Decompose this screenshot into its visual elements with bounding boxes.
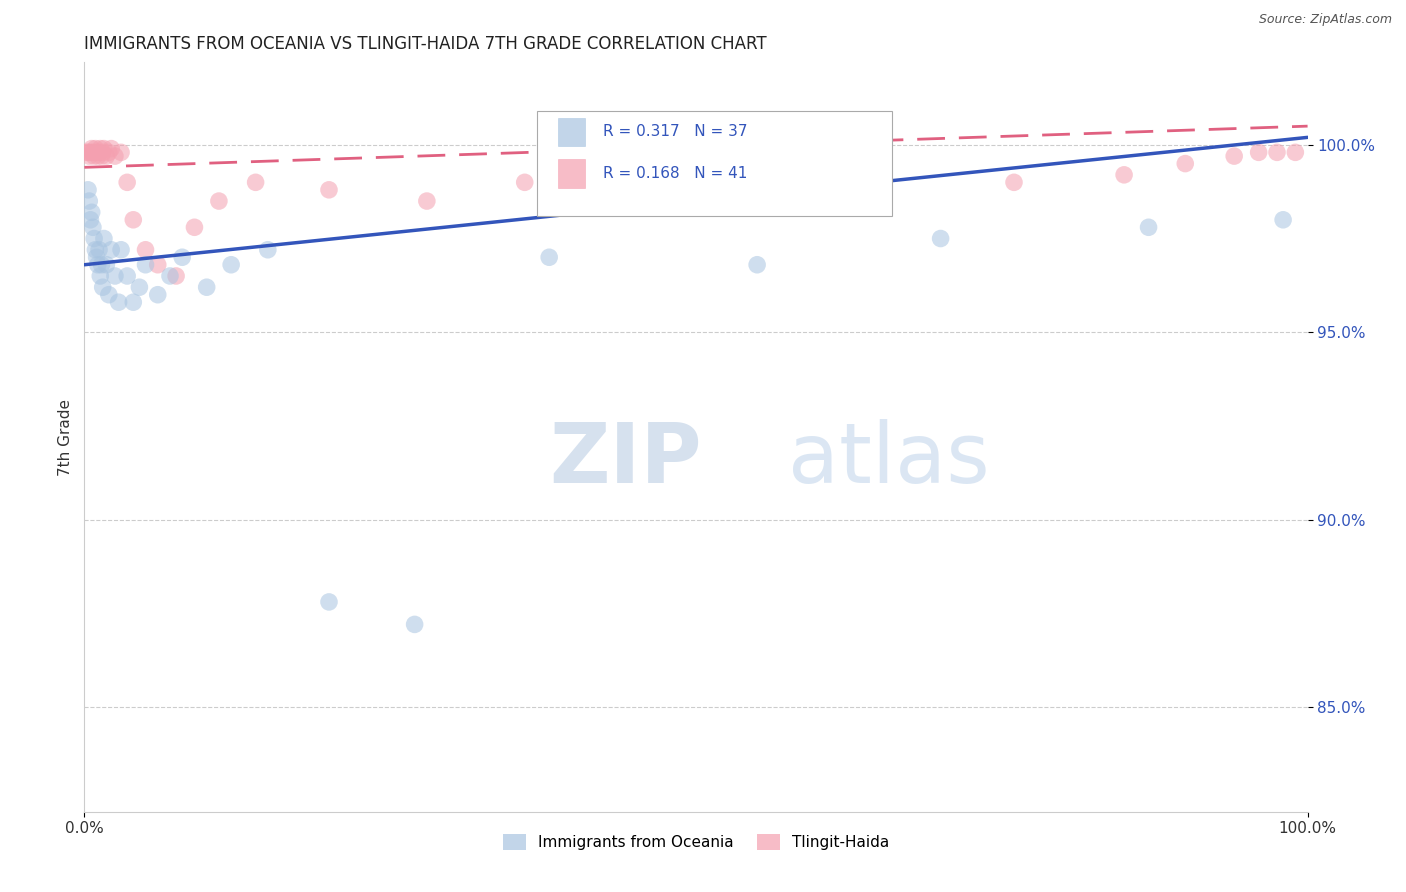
Point — [97, 145, 120, 160]
Point — [318, 183, 340, 197]
Point — [195, 280, 218, 294]
Point — [87, 149, 110, 163]
Point — [135, 243, 157, 257]
Point — [76, 145, 98, 160]
Point — [91, 145, 114, 160]
Point — [90, 149, 112, 163]
Point — [146, 287, 169, 301]
Point — [87, 145, 110, 160]
Point — [747, 258, 769, 272]
Point — [79, 212, 101, 227]
Point — [122, 295, 145, 310]
Text: Source: ZipAtlas.com: Source: ZipAtlas.com — [1258, 13, 1392, 27]
Point — [122, 212, 145, 227]
Point — [219, 258, 242, 272]
Point — [165, 268, 187, 283]
Point — [83, 231, 105, 245]
Y-axis label: 7th Grade: 7th Grade — [58, 399, 73, 475]
Point — [159, 268, 181, 283]
Point — [87, 243, 110, 257]
Point — [77, 183, 100, 197]
FancyBboxPatch shape — [537, 112, 891, 216]
Point — [93, 142, 115, 156]
Point — [84, 243, 107, 257]
Point — [172, 250, 194, 264]
FancyBboxPatch shape — [558, 118, 585, 146]
Point — [599, 183, 621, 197]
Point — [245, 175, 267, 189]
Point — [404, 617, 426, 632]
Point — [183, 220, 205, 235]
Point — [82, 145, 104, 160]
Text: IMMIGRANTS FROM OCEANIA VS TLINGIT-HAIDA 7TH GRADE CORRELATION CHART: IMMIGRANTS FROM OCEANIA VS TLINGIT-HAIDA… — [84, 35, 768, 53]
Point — [80, 142, 103, 156]
Point — [146, 258, 169, 272]
Point — [104, 268, 127, 283]
Text: atlas: atlas — [787, 419, 990, 500]
Point — [1272, 212, 1295, 227]
Point — [1265, 145, 1288, 160]
Point — [93, 231, 115, 245]
Point — [86, 250, 108, 264]
Point — [100, 142, 122, 156]
Point — [1114, 168, 1136, 182]
Point — [1174, 156, 1197, 170]
Point — [929, 231, 952, 245]
Point — [257, 243, 280, 257]
Point — [96, 258, 118, 272]
Point — [89, 268, 111, 283]
Text: R = 0.168   N = 41: R = 0.168 N = 41 — [603, 166, 748, 181]
Point — [115, 175, 138, 189]
Point — [1247, 145, 1270, 160]
Point — [318, 595, 340, 609]
Point — [87, 258, 110, 272]
Point — [416, 194, 439, 208]
Point — [1284, 145, 1306, 160]
Point — [100, 243, 122, 257]
Point — [110, 145, 132, 160]
Point — [1137, 220, 1160, 235]
Point — [110, 243, 132, 257]
Point — [77, 149, 100, 163]
Point — [208, 194, 231, 208]
Point — [538, 250, 561, 264]
Point — [77, 145, 100, 160]
FancyBboxPatch shape — [558, 160, 585, 188]
Point — [83, 149, 105, 163]
Point — [135, 258, 157, 272]
Legend: Immigrants from Oceania, Tlingit-Haida: Immigrants from Oceania, Tlingit-Haida — [496, 829, 896, 856]
Point — [77, 194, 100, 208]
Point — [104, 149, 127, 163]
Point — [91, 280, 114, 294]
Point — [115, 268, 138, 283]
Point — [84, 142, 107, 156]
Text: ZIP: ZIP — [550, 419, 702, 500]
Point — [89, 142, 111, 156]
Text: R = 0.317   N = 37: R = 0.317 N = 37 — [603, 124, 748, 139]
Point — [90, 258, 112, 272]
Point — [97, 287, 120, 301]
Point — [96, 149, 118, 163]
Point — [128, 280, 150, 294]
Point — [1223, 149, 1246, 163]
Point — [869, 183, 891, 197]
Point — [79, 145, 101, 160]
Point — [86, 145, 108, 160]
Point — [80, 205, 103, 219]
Point — [709, 168, 731, 182]
Point — [1002, 175, 1025, 189]
Point — [513, 175, 536, 189]
Point — [107, 295, 129, 310]
Point — [82, 220, 104, 235]
